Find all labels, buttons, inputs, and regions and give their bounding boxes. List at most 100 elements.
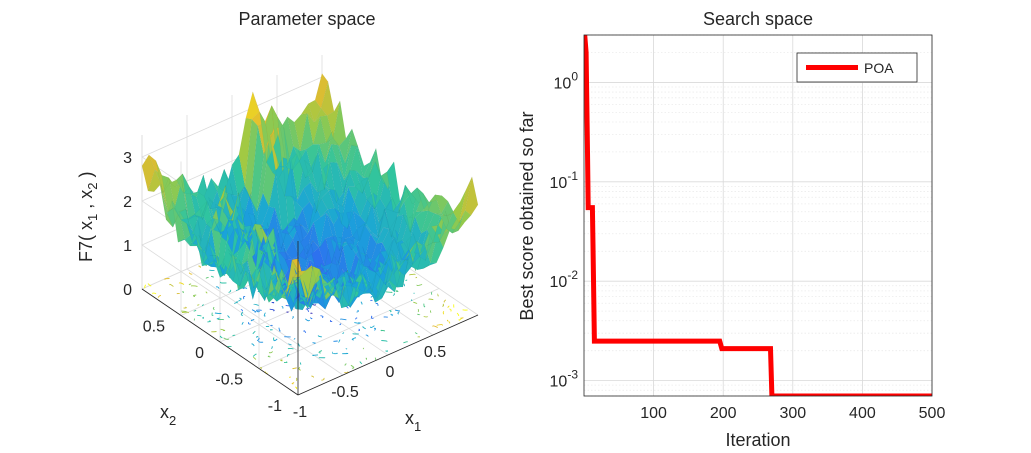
contour-line xyxy=(447,305,450,308)
contour-line xyxy=(268,351,274,354)
contour-line xyxy=(397,311,400,315)
contour-line xyxy=(201,304,204,306)
x1-tick-label: 0 xyxy=(386,364,395,381)
contour-line xyxy=(305,308,310,312)
y-tick-label: 10-3 xyxy=(550,368,579,391)
axis-line xyxy=(297,314,479,396)
contour-line xyxy=(442,303,444,307)
contour-line xyxy=(392,293,395,296)
contour-line xyxy=(183,306,187,309)
contour-line xyxy=(210,275,214,278)
right-tick-labels: 100 200 300 400 500 100 10-1 10-2 10-3 xyxy=(550,69,946,422)
contour-line xyxy=(228,289,232,293)
x2-tick-label: 0 xyxy=(195,345,204,362)
contour-line xyxy=(362,347,365,350)
contour-line xyxy=(339,323,342,326)
contour-line xyxy=(188,272,193,275)
contour-line xyxy=(248,321,251,325)
contour-line xyxy=(312,354,319,357)
contour-line xyxy=(240,309,243,312)
contour-line xyxy=(310,317,313,320)
contour-line xyxy=(344,363,347,366)
contour-line xyxy=(359,361,363,365)
x1-tick-label: -1 xyxy=(293,404,307,421)
contour-line xyxy=(380,329,386,332)
contour-line xyxy=(205,276,209,279)
contour-line xyxy=(303,330,307,333)
contour-line xyxy=(436,324,443,326)
contour-line xyxy=(197,304,200,306)
contour-line xyxy=(365,357,367,360)
series-area xyxy=(584,35,932,396)
contour-line xyxy=(205,291,208,294)
contour-line xyxy=(403,283,405,287)
contour-line xyxy=(152,292,157,295)
contour-line xyxy=(340,318,347,321)
contour-line xyxy=(217,318,225,321)
contour-line xyxy=(286,354,290,357)
z-tick-label: 2 xyxy=(123,194,132,211)
x2-tick-label: -0.5 xyxy=(215,372,243,389)
contour-line xyxy=(344,371,349,374)
contour-line xyxy=(403,341,408,344)
contour-line xyxy=(220,328,226,331)
contour-line xyxy=(430,310,432,313)
contour-line xyxy=(354,322,360,324)
contour-line xyxy=(253,356,257,360)
contour-line xyxy=(321,377,325,381)
z-axis-label: F7( x1 , x2 ) xyxy=(76,172,100,263)
contour-line xyxy=(238,297,242,302)
contour-line xyxy=(410,299,413,301)
contour-line xyxy=(428,298,434,301)
contour-line xyxy=(219,335,223,339)
contour-line xyxy=(360,301,363,305)
contour-line xyxy=(291,316,294,319)
contour-line xyxy=(320,315,324,319)
contour-line xyxy=(182,290,185,294)
contour-line xyxy=(369,325,375,329)
contour-line xyxy=(389,309,392,313)
right-chart-title: Search space xyxy=(703,9,813,29)
contour-line xyxy=(281,305,284,309)
legend: POA xyxy=(796,52,918,83)
z-tick-label: 1 xyxy=(123,238,132,255)
contour-line xyxy=(215,286,220,289)
contour-line xyxy=(292,367,297,370)
contour-line xyxy=(223,337,230,340)
contour-line xyxy=(219,281,227,284)
contour-line xyxy=(460,317,464,319)
surface-patch xyxy=(464,176,479,216)
contour-line xyxy=(240,311,244,317)
contour-line xyxy=(278,327,281,332)
contour-line xyxy=(283,361,288,364)
axis-line xyxy=(141,288,299,396)
contour-line xyxy=(298,367,301,371)
contour-line xyxy=(193,318,195,321)
contour-line xyxy=(416,284,423,286)
contour-line xyxy=(312,342,316,344)
contour-line xyxy=(395,289,399,292)
contour-line xyxy=(365,334,369,337)
parameter-space-chart: Parameter space -1 -0.5 0 0.5 -1 -0.5 0 0.5 0 1 2 3… xyxy=(76,9,479,434)
x2-tick-label: -1 xyxy=(268,398,282,415)
contour-line xyxy=(381,340,388,342)
contour-line xyxy=(198,265,201,268)
search-space-chart: Search space 100 200 300 400 50010010-110-21… xyxy=(517,9,945,450)
contour-line xyxy=(280,359,283,362)
contour-line xyxy=(193,309,197,312)
contour-line xyxy=(188,283,192,286)
x2-tick-label: 0.5 xyxy=(143,319,165,336)
contour-line xyxy=(267,355,271,358)
contour-line xyxy=(169,283,174,287)
z-tick-label: 0 xyxy=(123,282,132,299)
contour-line xyxy=(317,335,322,338)
legend-label-poa: POA xyxy=(864,60,894,76)
contour-line xyxy=(251,309,257,313)
x-tick-label: 500 xyxy=(919,405,946,422)
contour-line xyxy=(242,287,248,290)
surface-patch xyxy=(440,200,455,216)
contour-line xyxy=(202,316,205,319)
contour-line xyxy=(375,302,379,306)
contour-line xyxy=(415,276,418,279)
contour-line xyxy=(211,312,214,316)
